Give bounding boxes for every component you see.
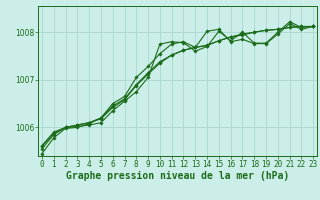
- X-axis label: Graphe pression niveau de la mer (hPa): Graphe pression niveau de la mer (hPa): [66, 171, 289, 181]
